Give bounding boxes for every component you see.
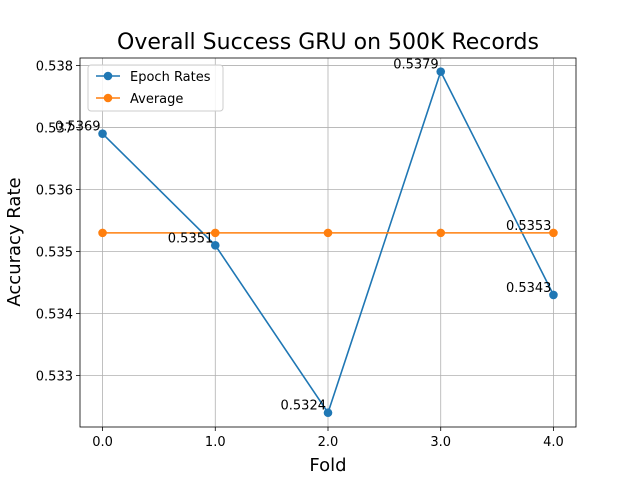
legend-marker <box>103 71 113 81</box>
chart-title: Overall Success GRU on 500K Records <box>117 30 539 55</box>
series-1 <box>98 228 558 238</box>
x-tick-label: 4.0 <box>543 435 564 450</box>
axes: 0.0 1.0 2.0 3.0 4.0 0.533 0.534 0.535 0.536 0.537… <box>36 57 577 450</box>
x-tick-label: 1.0 <box>205 435 226 450</box>
data-point <box>549 290 558 300</box>
legend: Epoch Rates Average <box>87 64 224 112</box>
series-0 <box>98 67 558 418</box>
data-point <box>436 228 446 238</box>
data-point <box>436 67 446 76</box>
y-tick-label: 0.536 <box>36 183 73 198</box>
legend-box <box>87 64 224 112</box>
data-label: 0.5353 <box>506 219 552 234</box>
y-tick-label: 0.535 <box>36 245 73 260</box>
plot-frame <box>79 57 577 428</box>
y-axis-label: Accuracy Rate <box>4 177 25 306</box>
x-tick-label: 0.0 <box>92 435 113 450</box>
y-tick-label: 0.538 <box>36 59 73 74</box>
data-label: 0.5343 <box>506 281 552 296</box>
data-point <box>98 129 107 138</box>
data-point <box>323 408 333 418</box>
data-point <box>323 228 333 238</box>
x-tick-label: 3.0 <box>430 435 451 450</box>
series-layer <box>98 67 558 418</box>
data-point <box>549 228 558 238</box>
data-label: 0.5324 <box>281 399 327 414</box>
x-tick-label: 2.0 <box>318 435 339 450</box>
x-axis-label: Fold <box>309 455 346 476</box>
y-tick-label: 0.534 <box>36 308 73 323</box>
legend-marker <box>103 93 113 103</box>
data-labels: 0.5369 0.5351 0.5324 0.5379 0.5343 0.5353 <box>55 58 551 414</box>
y-tick-label: 0.537 <box>36 121 73 136</box>
data-point <box>98 228 107 238</box>
data-label: 0.5351 <box>168 231 214 246</box>
data-point <box>210 228 220 238</box>
data-label: 0.5379 <box>393 58 439 73</box>
data-label: 0.5369 <box>55 120 101 135</box>
legend-entry: Average <box>130 92 183 107</box>
data-point <box>210 240 220 250</box>
legend-entry: Epoch Rates <box>130 70 211 85</box>
grid-lines <box>80 58 576 427</box>
y-tick-label: 0.533 <box>36 370 73 385</box>
